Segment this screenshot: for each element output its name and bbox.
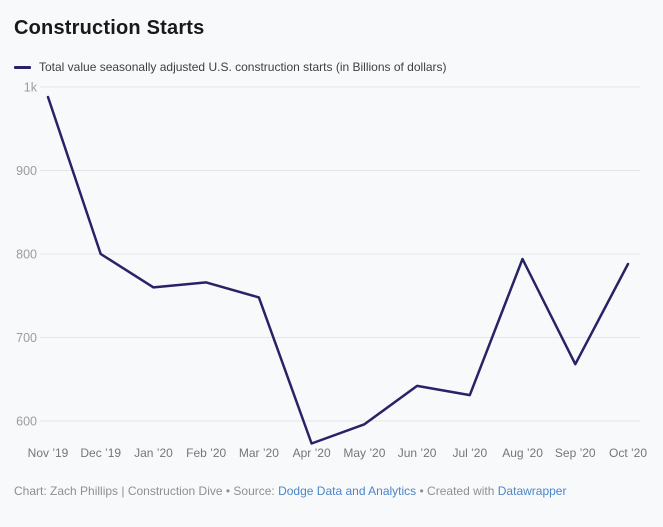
line-chart: 1k 900 800 700 600 Nov ’19 Dec ’19 Jan ’20 Feb ’…	[0, 80, 663, 470]
y-tick-label: 1k	[24, 81, 38, 95]
chart-canvas: 1k 900 800 700 600 Nov ’19 Dec ’19 Jan ’20 Feb ’…	[16, 81, 647, 461]
x-tick-label: Aug ’20	[502, 446, 543, 460]
x-tick-label: Mar ’20	[239, 446, 279, 460]
y-tick-label: 600	[16, 415, 37, 429]
x-tick-label: Apr ’20	[293, 446, 331, 460]
x-tick-label: Jan ’20	[134, 446, 173, 460]
y-tick-label: 800	[16, 248, 37, 262]
footer-link[interactable]: Dodge Data and Analytics	[278, 484, 417, 498]
x-tick-label: May ’20	[343, 446, 385, 460]
x-tick-label: Jun ’20	[398, 446, 437, 460]
footer-link[interactable]: Datawrapper	[497, 484, 567, 498]
x-tick-label: Nov ’19	[28, 446, 69, 460]
x-tick-label: Jul ’20	[452, 446, 487, 460]
y-tick-label: 700	[16, 331, 37, 345]
x-tick-label: Feb ’20	[186, 446, 226, 460]
y-tick-label: 900	[16, 164, 37, 178]
x-tick-label: Oct ’20	[609, 446, 647, 460]
footer-text: Chart: Zach Phillips | Construction Dive…	[14, 484, 279, 498]
line-series	[46, 95, 630, 445]
page-title: Construction Starts	[14, 17, 205, 39]
legend-label: Total value seasonally adjusted U.S. con…	[39, 60, 447, 74]
legend: Total value seasonally adjusted U.S. con…	[14, 60, 447, 74]
footer-text: • Created with	[416, 484, 498, 498]
x-tick-label: Sep ’20	[555, 446, 596, 460]
attribution-footer: Chart: Zach Phillips | Construction Dive…	[14, 484, 566, 498]
legend-line-swatch	[14, 65, 31, 69]
x-tick-label: Dec ’19	[80, 446, 121, 460]
